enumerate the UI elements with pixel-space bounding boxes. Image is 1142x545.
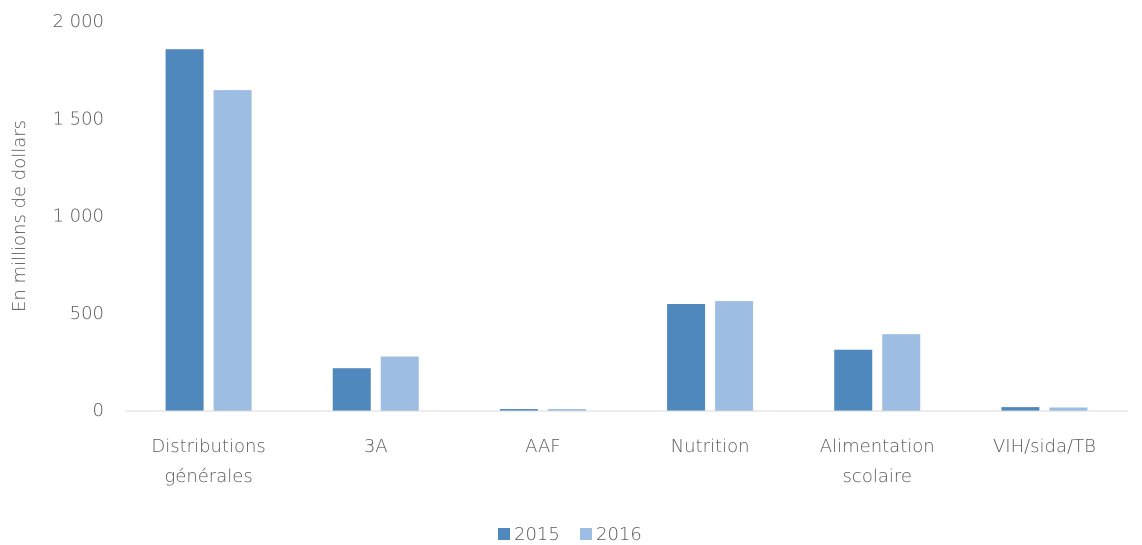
bar [332, 368, 371, 411]
legend-swatch [580, 528, 592, 540]
legend-swatch [498, 528, 510, 540]
bar [1049, 407, 1088, 411]
y-tick-label: 500 [70, 303, 104, 324]
y-tick-label: 1 000 [52, 206, 104, 227]
x-tick-label: Nutrition [671, 436, 750, 457]
x-tick-label: Alimentation scolaire [820, 436, 935, 487]
x-tick-label: VIH/sida/TB [993, 436, 1096, 457]
bar [882, 334, 921, 411]
bar [499, 409, 538, 411]
x-tick-label: AAF [525, 436, 560, 457]
bar [667, 304, 706, 411]
y-axis-label: En millions de dollars [9, 120, 30, 312]
legend-label: 2016 [596, 524, 642, 545]
bar [834, 349, 873, 411]
x-tick-label: 3A [364, 436, 388, 457]
y-tick-label: 0 [93, 400, 104, 421]
y-tick-label: 1 500 [52, 108, 104, 129]
bar [213, 90, 252, 411]
bar [380, 356, 419, 411]
bar [547, 409, 586, 411]
legend-label: 2015 [514, 524, 560, 545]
bar [715, 301, 754, 411]
x-tick-label: Distributions générales [151, 436, 265, 487]
bar [1001, 407, 1040, 411]
y-tick-label: 2 000 [52, 11, 104, 32]
bar [165, 49, 204, 411]
